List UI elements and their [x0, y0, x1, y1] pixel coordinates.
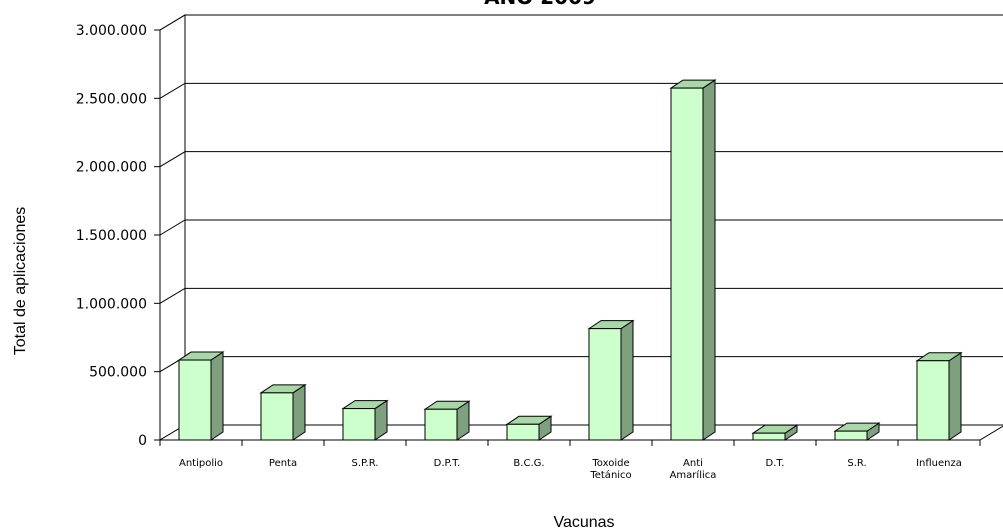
x-tick-label: Antipolio — [179, 458, 223, 469]
x-axis-title: Vacunas — [553, 514, 614, 531]
gridline — [159, 14, 1003, 31]
x-tick-label: Tetánico — [589, 469, 631, 481]
bar — [259, 383, 307, 441]
bar — [833, 422, 881, 441]
gridline — [159, 356, 1003, 373]
bar-front — [178, 359, 212, 441]
x-tick-label: D.P.T. — [434, 458, 461, 469]
bar — [669, 79, 717, 441]
bar — [423, 400, 471, 441]
bar-front — [342, 408, 376, 441]
y-tick-label: 2.500.000 — [76, 91, 147, 107]
x-tick-label: Penta — [269, 458, 297, 469]
bar-side — [292, 383, 306, 441]
plot-walls — [158, 14, 1003, 441]
bar-front — [588, 328, 622, 441]
bar-front — [916, 360, 950, 441]
x-tick-label: S.P.R. — [352, 458, 379, 469]
bar-front — [752, 432, 786, 441]
bar-front — [834, 430, 868, 441]
x-tick-label: B.C.G. — [513, 458, 544, 469]
y-axis-title: Total de aplicaciones — [12, 207, 29, 356]
bar-front — [506, 423, 540, 441]
y-tick-label: 1.000.000 — [76, 296, 147, 312]
x-tick-label: Amarílica — [670, 469, 717, 481]
x-axis-ticks: Antipolio Penta S.P.R. D.P.T. B.C.G. ToxoideT… — [159, 440, 981, 481]
gridline — [159, 219, 1003, 236]
bar — [915, 351, 963, 441]
gridline — [159, 287, 1003, 304]
chart-title: AÑO 2009 — [484, 0, 596, 9]
bar — [587, 319, 635, 441]
y-axis-ticks: 0 500.000 1.000.000 1.500.000 2.000.000 2.500… — [76, 23, 160, 449]
bar-side — [948, 351, 962, 441]
y-tick-label: 3.000.000 — [76, 23, 147, 39]
bar — [751, 424, 799, 441]
y-tick-label: 2.000.000 — [76, 160, 147, 176]
bar — [341, 399, 389, 441]
y-tick-label: 1.500.000 — [76, 228, 147, 244]
y-tick-label: 0 — [138, 433, 147, 449]
y-tick-label: 500.000 — [89, 365, 147, 381]
bar-side — [702, 79, 716, 441]
gridlines — [159, 14, 1003, 373]
x-tick-label: D.T. — [766, 458, 785, 469]
bar-side — [620, 319, 634, 441]
bars — [177, 79, 963, 441]
bar-front — [260, 392, 294, 441]
bar — [505, 415, 553, 441]
bar-front — [424, 408, 458, 441]
bar — [177, 351, 225, 441]
gridline — [159, 82, 1003, 99]
x-tick-label: Influenza — [916, 458, 962, 469]
bar-side — [210, 351, 224, 441]
bar-front — [670, 87, 704, 441]
x-tick-label: Anti — [683, 458, 703, 469]
x-tick-label: S.R. — [847, 458, 866, 469]
gridline — [159, 151, 1003, 168]
x-tick-label: Toxoide — [591, 458, 629, 469]
